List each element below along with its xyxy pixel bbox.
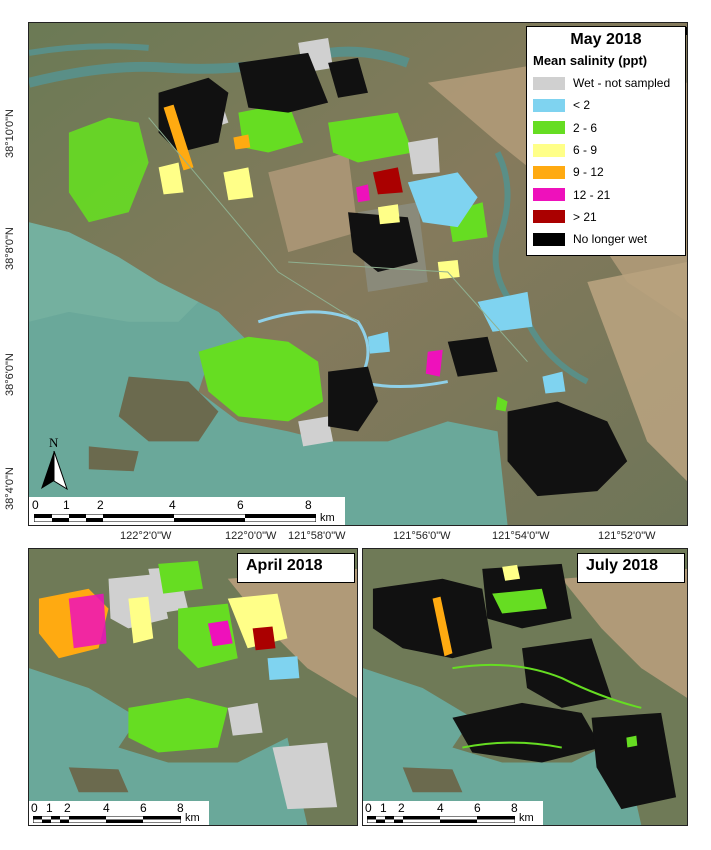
legend-label: 12 - 21	[573, 187, 611, 202]
scale-label-6: 6	[237, 498, 244, 512]
scale-label-4: 4	[103, 801, 110, 815]
lat-label-38-6: 38°6'0"N	[4, 353, 16, 396]
scale-label-8: 8	[305, 498, 312, 512]
legend-item-no-longer-wet: No longer wet	[533, 228, 679, 250]
lon-label-121-52: 121°52'0"W	[598, 530, 656, 542]
july-map-title: July 2018	[577, 553, 685, 583]
scale-label-8: 8	[511, 801, 518, 815]
april-scale-bar: 0 1 2 4 6 8 km	[29, 801, 209, 825]
legend-label: Wet - not sampled	[573, 76, 671, 91]
lat-label-38-10: 38°10'0"N	[4, 109, 16, 158]
legend-swatch	[533, 232, 565, 246]
legend-label: 2 - 6	[573, 120, 598, 135]
legend-heading: Mean salinity (ppt)	[533, 53, 648, 68]
legend-item-wet-not-sampled: Wet - not sampled	[533, 72, 679, 94]
legend-item-9-12: 9 - 12	[533, 161, 679, 183]
scale-label-1: 1	[63, 498, 70, 512]
scale-unit: km	[519, 812, 534, 824]
scale-label-4: 4	[437, 801, 444, 815]
scale-label-1: 1	[380, 801, 387, 815]
scale-bar-graphic	[34, 514, 316, 522]
legend-swatch	[533, 210, 565, 224]
legend-label: 9 - 12	[573, 165, 604, 180]
legend-label: No longer wet	[573, 232, 648, 247]
lon-label-121-54: 121°54'0"W	[492, 530, 550, 542]
scale-label-6: 6	[140, 801, 147, 815]
july-map-imagery	[363, 549, 687, 825]
july-scale-bar: 0 1 2 4 6 8 km	[363, 801, 543, 825]
legend-label: > 21	[573, 209, 597, 224]
legend-label: < 2	[573, 98, 591, 113]
legend-item-2-6: 2 - 6	[533, 117, 679, 139]
main-scale-bar: 0 1 2 4 6 8 km	[29, 497, 345, 525]
lon-label-122-2: 122°2'0"W	[120, 530, 172, 542]
lon-label-121-56: 121°56'0"W	[393, 530, 451, 542]
legend-label: 6 - 9	[573, 143, 598, 158]
scale-bar-graphic	[33, 816, 181, 823]
scale-label-6: 6	[474, 801, 481, 815]
legend-item-lt2: < 2	[533, 94, 679, 116]
legend-swatch	[533, 98, 565, 112]
scale-unit: km	[320, 512, 335, 524]
legend-swatch	[533, 143, 565, 157]
north-arrow-icon	[41, 451, 68, 491]
scale-label-1: 1	[46, 801, 53, 815]
scale-label-4: 4	[169, 498, 176, 512]
legend: May 2018 Mean salinity (ppt) Wet - not s…	[526, 26, 686, 256]
legend-swatch	[533, 121, 565, 135]
legend-item-12-21: 12 - 21	[533, 183, 679, 205]
april-map-title: April 2018	[237, 553, 355, 583]
scale-label-0: 0	[365, 801, 372, 815]
lat-label-38-4: 38°4'0"N	[4, 467, 16, 510]
north-arrow: N	[37, 435, 71, 491]
lat-label-38-8: 38°8'0"N	[4, 227, 16, 270]
legend-title: May 2018	[570, 31, 642, 48]
north-label: N	[49, 435, 59, 450]
july-map-panel: July 2018 0 1 2 4 6 8 km	[362, 548, 688, 826]
scale-unit: km	[185, 812, 200, 824]
scale-label-8: 8	[177, 801, 184, 815]
april-map-panel: April 2018 0 1 2 4 6 8 km	[28, 548, 358, 826]
april-map-imagery	[29, 549, 357, 825]
scale-label-0: 0	[31, 801, 38, 815]
legend-swatch	[533, 165, 565, 179]
scale-label-2: 2	[64, 801, 71, 815]
legend-swatch	[533, 76, 565, 90]
lon-label-122-0: 122°0'0"W	[225, 530, 277, 542]
legend-item-gt21: > 21	[533, 206, 679, 228]
scale-bar-graphic	[367, 816, 515, 823]
lon-label-121-58: 121°58'0"W	[288, 530, 346, 542]
legend-item-6-9: 6 - 9	[533, 139, 679, 161]
scale-label-2: 2	[97, 498, 104, 512]
legend-swatch	[533, 188, 565, 202]
scale-label-0: 0	[32, 498, 39, 512]
scale-label-2: 2	[398, 801, 405, 815]
